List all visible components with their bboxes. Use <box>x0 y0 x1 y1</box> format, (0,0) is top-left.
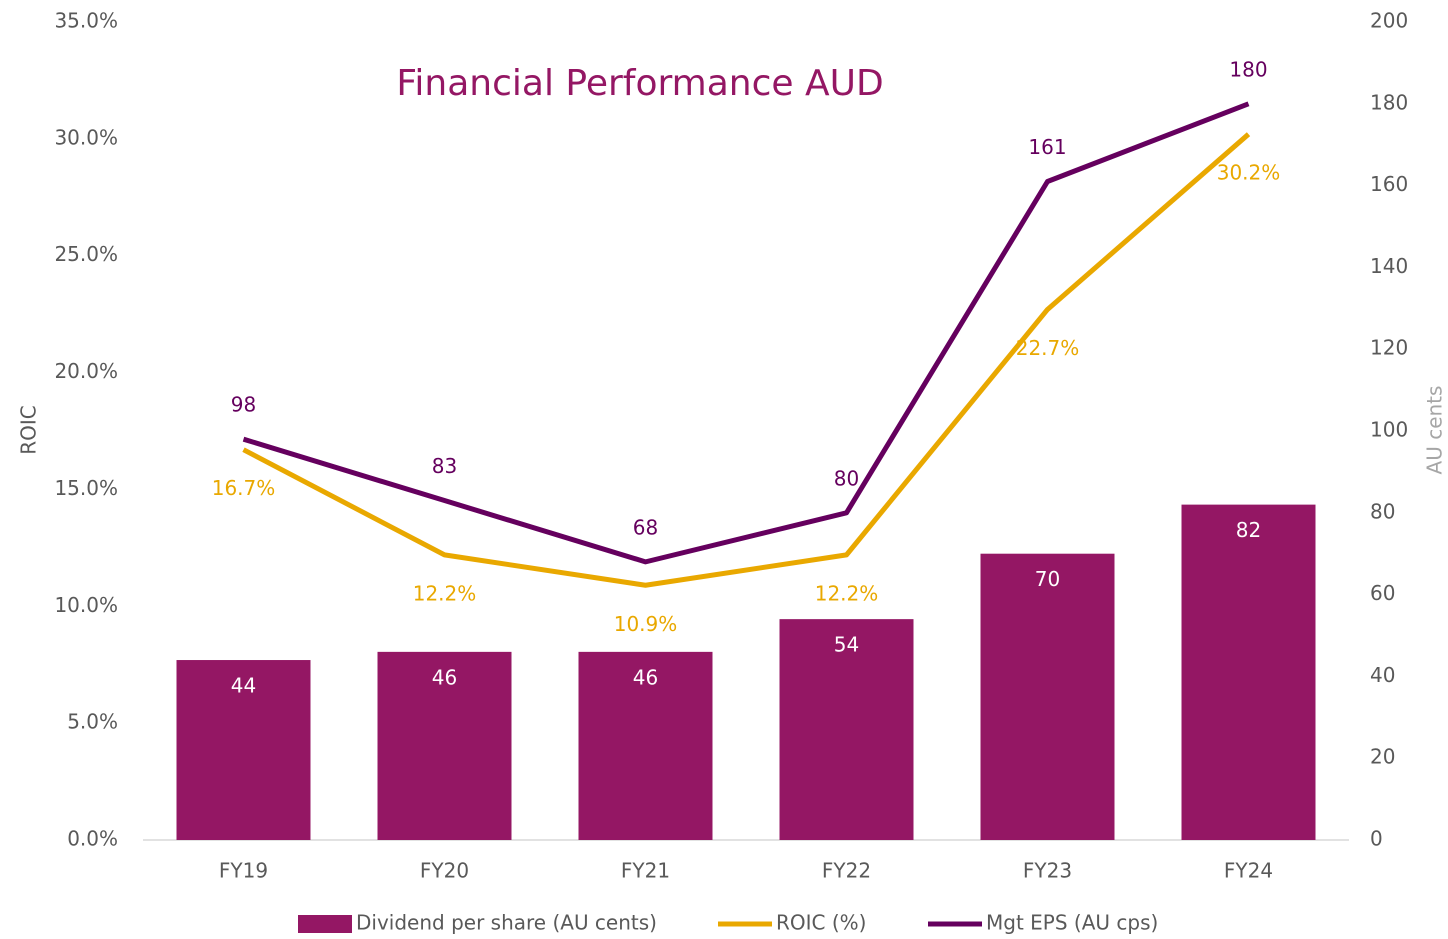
bar <box>377 651 512 840</box>
line-value-label: 30.2% <box>1217 161 1281 185</box>
y2-tick-label: 100 <box>1370 418 1408 442</box>
line-value-label: 12.2% <box>413 581 477 605</box>
bar-value-label: 70 <box>1035 567 1060 591</box>
bar-value-label: 44 <box>231 674 256 698</box>
line-value-label: 161 <box>1028 135 1066 159</box>
x-tick-label: FY21 <box>621 859 670 883</box>
y-axis-label: ROIC <box>17 405 41 455</box>
y-tick-label: 35.0% <box>54 9 118 33</box>
x-tick-label: FY22 <box>822 859 871 883</box>
y-tick-label: 30.0% <box>54 125 118 149</box>
x-tick-label: FY19 <box>219 859 268 883</box>
line-value-label: 180 <box>1229 57 1267 81</box>
y2-axis-label: AU cents <box>1423 386 1447 475</box>
y2-tick-label: 160 <box>1370 172 1408 196</box>
y2-tick-label: 180 <box>1370 90 1408 114</box>
x-tick-label: FY23 <box>1023 859 1072 883</box>
bar <box>1181 504 1316 840</box>
y-tick-label: 0.0% <box>67 827 118 851</box>
bar <box>980 553 1115 840</box>
y2-tick-label: 140 <box>1370 254 1408 278</box>
legend-label: Mgt EPS (AU cps) <box>986 911 1158 935</box>
bar-value-label: 46 <box>432 665 457 689</box>
y-tick-label: 5.0% <box>67 710 118 734</box>
y2-tick-label: 40 <box>1370 663 1395 687</box>
y-tick-label: 20.0% <box>54 359 118 383</box>
x-tick-label: FY24 <box>1224 859 1273 883</box>
line-value-label: 22.7% <box>1016 336 1080 360</box>
x-tick-label: FY20 <box>420 859 469 883</box>
line-value-label: 10.9% <box>614 612 678 636</box>
legend-label: Dividend per share (AU cents) <box>356 911 657 935</box>
bar-value-label: 46 <box>633 665 658 689</box>
bar-value-label: 54 <box>834 633 859 657</box>
y2-tick-label: 80 <box>1370 499 1395 523</box>
y2-tick-label: 60 <box>1370 581 1395 605</box>
y2-tick-label: 120 <box>1370 336 1408 360</box>
y-tick-label: 15.0% <box>54 476 118 500</box>
bar <box>578 651 713 840</box>
bar <box>176 660 311 840</box>
line-value-label: 16.7% <box>212 476 276 500</box>
y-tick-label: 25.0% <box>54 242 118 266</box>
y2-tick-label: 200 <box>1370 9 1408 33</box>
chart-title: Financial Performance AUD <box>396 63 883 104</box>
legend-label: ROIC (%) <box>776 911 866 935</box>
line <box>242 101 1250 565</box>
line-value-label: 80 <box>834 466 859 490</box>
line-value-label: 83 <box>432 454 457 478</box>
line-value-label: 98 <box>231 393 256 417</box>
bar-value-label: 82 <box>1236 518 1261 542</box>
line <box>242 132 1251 588</box>
y2-tick-label: 0 <box>1370 827 1383 851</box>
line-value-label: 12.2% <box>815 581 879 605</box>
line-value-label: 68 <box>633 515 658 539</box>
y-tick-label: 10.0% <box>54 593 118 617</box>
legend-swatch <box>298 915 352 933</box>
y2-tick-label: 20 <box>1370 745 1395 769</box>
bar <box>779 619 914 840</box>
